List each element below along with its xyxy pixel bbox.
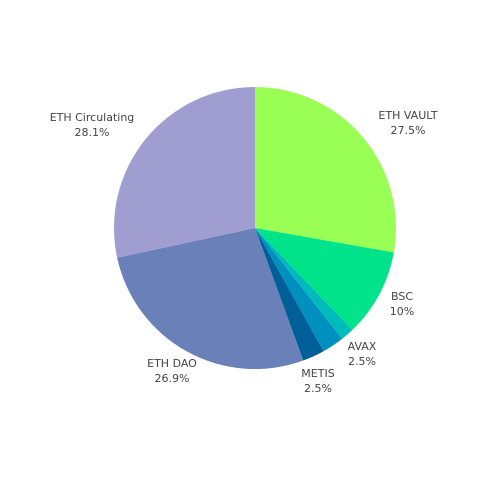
slice-label-avax: AVAX (348, 340, 377, 353)
slice-label-bsc: BSC (391, 290, 413, 303)
pie-slice-eth-vault (255, 87, 397, 253)
slice-percent-eth-dao: 26.9% (155, 372, 190, 385)
slices-layer (113, 86, 397, 370)
slice-label-eth-vault: ETH VAULT (378, 109, 437, 122)
pie-slice-bsc (255, 228, 394, 331)
pie-slice-unlabeled-2 (255, 228, 353, 339)
labels-layer: ETH VAULT 27.5% BSC 10% AVAX 2.5% METIS 2.5% ETH… (50, 109, 438, 395)
slice-label-metis: METIS (301, 367, 334, 380)
pie-slice-metis (255, 228, 324, 361)
slice-percent-avax: 2.5% (348, 355, 376, 368)
pie-slice-avax (255, 228, 343, 352)
pie-slice-eth-dao (117, 228, 304, 370)
slice-label-eth-circulating: ETH Circulating (50, 111, 135, 124)
slice-percent-metis: 2.5% (304, 382, 332, 395)
slice-percent-bsc: 10% (390, 305, 414, 318)
slice-percent-eth-vault: 27.5% (391, 124, 426, 137)
pie-slice-eth-circulating (113, 86, 255, 258)
slice-label-eth-dao: ETH DAO (147, 357, 197, 370)
slice-percent-eth-circulating: 28.1% (75, 126, 110, 139)
